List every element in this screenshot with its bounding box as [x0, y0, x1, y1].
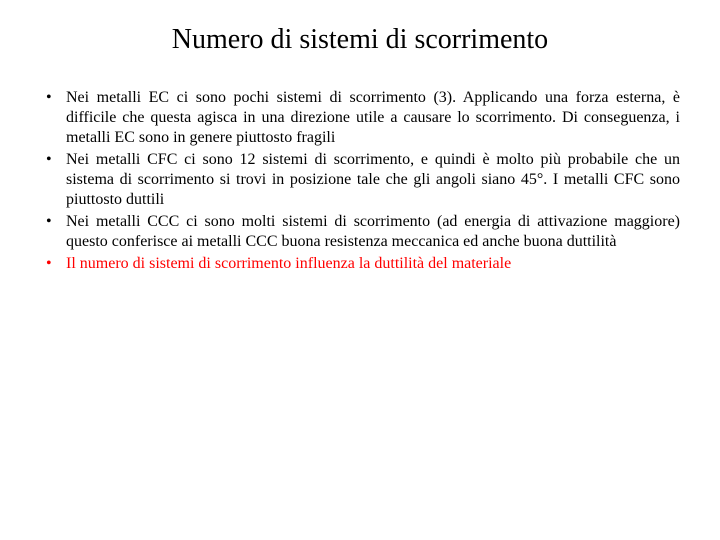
bullet-item: Nei metalli EC ci sono pochi sistemi di … [40, 88, 680, 148]
bullet-item: Nei metalli CFC ci sono 12 sistemi di sc… [40, 150, 680, 210]
bullet-item: Nei metalli CCC ci sono molti sistemi di… [40, 212, 680, 252]
bullet-item-highlight: Il numero di sistemi di scorrimento infl… [40, 254, 680, 274]
bullet-list: Nei metalli EC ci sono pochi sistemi di … [40, 88, 680, 274]
slide: Numero di sistemi di scorrimento Nei met… [0, 0, 720, 540]
slide-title: Numero di sistemi di scorrimento [40, 24, 680, 56]
